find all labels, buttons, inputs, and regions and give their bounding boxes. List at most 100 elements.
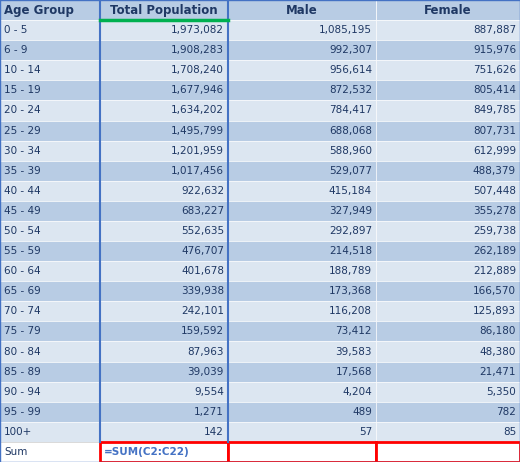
Text: 292,897: 292,897 (329, 226, 372, 236)
Text: 39,039: 39,039 (188, 367, 224, 377)
Text: Age Group: Age Group (4, 4, 74, 17)
Bar (376, 362, 520, 382)
Text: 45 - 49: 45 - 49 (4, 206, 41, 216)
Text: 1,495,799: 1,495,799 (171, 126, 224, 135)
Bar (228, 362, 376, 382)
Bar (100, 261, 228, 281)
Bar (0, 40, 100, 60)
Text: 327,949: 327,949 (329, 206, 372, 216)
Bar (228, 402, 376, 422)
Text: 90 - 94: 90 - 94 (4, 387, 41, 397)
Text: 751,626: 751,626 (473, 65, 516, 75)
Bar (228, 121, 376, 140)
Bar (100, 402, 228, 422)
Bar (100, 322, 228, 341)
Bar (100, 382, 228, 402)
Bar (100, 281, 228, 301)
Text: 915,976: 915,976 (473, 45, 516, 55)
Bar (376, 301, 520, 322)
Bar (228, 261, 376, 281)
Text: 75 - 79: 75 - 79 (4, 327, 41, 336)
Bar (100, 241, 228, 261)
Text: 173,368: 173,368 (329, 286, 372, 296)
Text: 166,570: 166,570 (473, 286, 516, 296)
Bar (0, 121, 100, 140)
Bar (376, 40, 520, 60)
Bar (376, 201, 520, 221)
Text: 125,893: 125,893 (473, 306, 516, 316)
Bar (376, 281, 520, 301)
Bar (100, 140, 228, 161)
Bar (100, 201, 228, 221)
Bar (0, 140, 100, 161)
Text: 57: 57 (359, 427, 372, 437)
Bar (0, 201, 100, 221)
Text: 1,908,283: 1,908,283 (171, 45, 224, 55)
Bar (100, 121, 228, 140)
Bar (0, 341, 100, 362)
Text: 116,208: 116,208 (329, 306, 372, 316)
Bar (376, 442, 520, 462)
Bar (100, 362, 228, 382)
Bar (0, 241, 100, 261)
Bar (100, 100, 228, 121)
Bar (228, 181, 376, 201)
Text: 784,417: 784,417 (329, 105, 372, 116)
Text: 40 - 44: 40 - 44 (4, 186, 41, 196)
Bar (376, 140, 520, 161)
Text: 159,592: 159,592 (181, 327, 224, 336)
Text: 849,785: 849,785 (473, 105, 516, 116)
Bar (376, 341, 520, 362)
Text: 21,471: 21,471 (479, 367, 516, 377)
Text: 212,889: 212,889 (473, 266, 516, 276)
Bar (100, 341, 228, 362)
Bar (0, 322, 100, 341)
Text: 1,973,082: 1,973,082 (171, 25, 224, 35)
Bar (376, 100, 520, 121)
Bar (376, 181, 520, 201)
Bar (376, 382, 520, 402)
Bar (228, 221, 376, 241)
Text: 992,307: 992,307 (329, 45, 372, 55)
Bar (228, 241, 376, 261)
Text: 95 - 99: 95 - 99 (4, 407, 41, 417)
Text: 60 - 64: 60 - 64 (4, 266, 41, 276)
Text: Male: Male (286, 4, 318, 17)
Text: 1,271: 1,271 (194, 407, 224, 417)
Text: 85: 85 (503, 427, 516, 437)
Bar (376, 221, 520, 241)
Bar (100, 0, 228, 20)
Text: Sum: Sum (4, 447, 28, 457)
Bar (376, 422, 520, 442)
Bar (100, 442, 228, 462)
Text: 100+: 100+ (4, 427, 32, 437)
Bar (228, 382, 376, 402)
Bar (100, 301, 228, 322)
Text: 242,101: 242,101 (181, 306, 224, 316)
Bar (100, 60, 228, 80)
Text: 552,635: 552,635 (181, 226, 224, 236)
Text: 688,068: 688,068 (329, 126, 372, 135)
Bar (228, 100, 376, 121)
Text: 0 - 5: 0 - 5 (4, 25, 28, 35)
Bar (228, 281, 376, 301)
Bar (0, 382, 100, 402)
Text: 17,568: 17,568 (335, 367, 372, 377)
Text: 1,085,195: 1,085,195 (319, 25, 372, 35)
Text: 48,380: 48,380 (479, 346, 516, 357)
Bar (228, 201, 376, 221)
Bar (228, 422, 376, 442)
Text: 259,738: 259,738 (473, 226, 516, 236)
Bar (376, 0, 520, 20)
Bar (100, 20, 228, 40)
Text: 339,938: 339,938 (181, 286, 224, 296)
Bar (0, 60, 100, 80)
Text: 9,554: 9,554 (194, 387, 224, 397)
Bar (376, 261, 520, 281)
Text: 683,227: 683,227 (181, 206, 224, 216)
Bar (0, 281, 100, 301)
Text: 6 - 9: 6 - 9 (4, 45, 28, 55)
Text: 188,789: 188,789 (329, 266, 372, 276)
Text: 5,350: 5,350 (486, 387, 516, 397)
Bar (376, 241, 520, 261)
